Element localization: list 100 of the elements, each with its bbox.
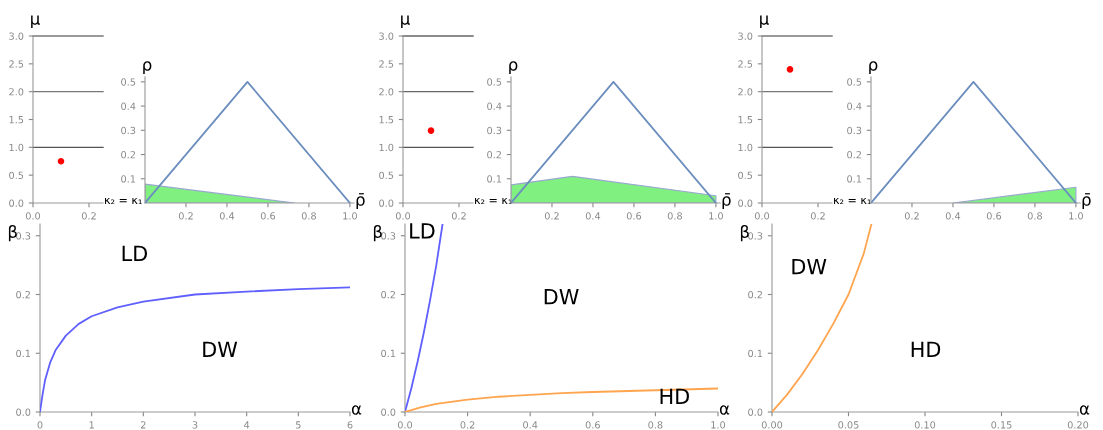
y-axis-title: β: [373, 225, 382, 242]
y-tick-label: 1.5: [379, 116, 394, 124]
x-tick-label: 0.0: [395, 212, 411, 220]
x-axis-title: ρ̄: [722, 193, 731, 210]
y-tick-label: 2.5: [379, 60, 394, 68]
annotation: HD: [660, 388, 690, 404]
x-axis-title: ρ̄: [356, 193, 365, 210]
y-tick-label: 0.1: [847, 175, 862, 183]
x-tick-label: 1.0: [711, 421, 726, 429]
y-tick-label: 1.0: [738, 143, 753, 152]
y-axis-title: ρ: [143, 61, 152, 74]
x-tick-label: 0.8: [667, 212, 682, 220]
x-tick-label: 0.2: [904, 212, 919, 220]
y-tick-label: 2.5: [9, 60, 24, 68]
x-tick-label: 0.20: [1067, 421, 1089, 429]
annotation: DW: [544, 289, 579, 305]
y-tick-label: 0.5: [487, 78, 502, 86]
y-axis-title: μ: [401, 15, 410, 28]
y-tick-label: 0.1: [16, 349, 31, 358]
x-axis-title: κ₂ = κ₁: [105, 197, 142, 205]
y-tick-label: 1.0: [379, 143, 394, 152]
y-tick-label: 2.5: [738, 60, 753, 68]
x-tick-label: 3: [192, 421, 198, 429]
x-tick-label: 0.2: [810, 212, 825, 220]
y-tick-label: 0.0: [379, 199, 394, 207]
x-tick-label: 0.8: [1027, 212, 1042, 220]
y-tick-label: 0.2: [847, 151, 861, 159]
x-axis-title: α: [351, 405, 362, 415]
y-tick-label: 0.1: [748, 349, 763, 358]
x-axis-title: κ₂ = κ₁: [834, 197, 871, 205]
annotation: LD: [122, 245, 148, 262]
annotation: LD: [410, 223, 435, 239]
y-tick-label: 0.5: [9, 171, 24, 179]
y-tick-label: 3.0: [9, 32, 24, 40]
x-tick-label: 5: [295, 421, 301, 429]
y-tick-label: 0.2: [121, 151, 135, 159]
y-tick-label: 2.0: [9, 88, 24, 96]
y-tick-label: 0.5: [379, 171, 394, 179]
y-axis-title: ρ: [869, 61, 878, 74]
y-tick-label: 0.4: [487, 102, 502, 110]
y-tick-label: 0.1: [381, 349, 396, 358]
x-tick-label: 0.00: [761, 421, 783, 429]
annotation: HD: [911, 341, 941, 357]
y-tick-label: 3.0: [738, 32, 753, 40]
y-tick-label: 0.0: [738, 199, 753, 207]
x-tick-label: 1.0: [709, 212, 723, 220]
y-tick-label: 0.0: [381, 408, 396, 416]
y-tick-label: 0.5: [121, 78, 136, 86]
x-axis-title: α: [1079, 405, 1090, 415]
x-tick-label: 4: [244, 421, 250, 429]
y-tick-label: 0.5: [738, 171, 753, 179]
annotation: DW: [203, 341, 238, 357]
y-tick-label: 0.1: [121, 175, 136, 183]
x-tick-label: 0.4: [523, 421, 538, 429]
x-tick-label: 6: [347, 421, 353, 429]
x-tick-label: 0.10: [914, 421, 936, 429]
x-tick-label: 1.0: [1069, 212, 1083, 220]
y-tick-label: 0.4: [847, 102, 862, 110]
y-tick-label: 1.5: [738, 116, 753, 124]
x-tick-label: 0.0: [397, 421, 413, 429]
y-tick-label: 1.5: [9, 116, 24, 124]
x-tick-label: 1.0: [343, 212, 357, 220]
x-tick-label: 0.0: [754, 212, 770, 220]
y-tick-label: 0.3: [16, 232, 31, 240]
y-tick-label: 0.0: [9, 199, 24, 207]
x-axis-title: α: [719, 405, 730, 415]
x-tick-label: 0.2: [451, 212, 466, 220]
y-tick-label: 3.0: [379, 32, 394, 40]
x-tick-label: 1: [89, 421, 94, 429]
x-axis-title: κ₂ = κ₁: [475, 197, 512, 205]
y-axis-title: ρ: [509, 61, 518, 74]
x-tick-label: 0.8: [648, 421, 663, 429]
y-tick-label: 2.0: [738, 88, 753, 96]
y-axis-title: μ: [760, 15, 769, 28]
y-tick-label: 0.5: [847, 78, 862, 86]
y-tick-label: 0.2: [748, 290, 762, 299]
y-tick-label: 0.0: [16, 408, 31, 416]
y-tick-label: 0.0: [748, 408, 763, 416]
y-tick-label: 0.4: [121, 102, 136, 110]
y-axis-title: β: [8, 225, 17, 242]
y-tick-label: 0.3: [487, 126, 502, 135]
x-axis-title: ρ̄: [1082, 193, 1091, 210]
y-axis-title: β: [740, 225, 749, 242]
y-axis-title: μ: [31, 15, 40, 28]
y-tick-label: 2.0: [379, 88, 394, 96]
x-tick-label: 0.6: [260, 212, 276, 220]
y-tick-label: 0.1: [487, 175, 502, 183]
x-tick-label: 0.4: [945, 212, 961, 220]
x-tick-label: 0.05: [838, 421, 859, 429]
x-tick-label: 0.6: [986, 212, 1002, 220]
x-tick-label: 2: [140, 421, 146, 429]
y-tick-label: 0.2: [381, 290, 395, 299]
x-tick-label: 0.2: [81, 212, 96, 220]
x-tick-label: 0.4: [585, 212, 601, 220]
y-tick-label: 1.0: [9, 143, 24, 152]
x-tick-label: 0.15: [991, 421, 1012, 429]
x-tick-label: 0.2: [544, 212, 559, 220]
y-tick-label: 0.3: [121, 126, 136, 135]
y-tick-label: 0.3: [748, 232, 763, 240]
y-tick-label: 0.3: [381, 232, 396, 240]
